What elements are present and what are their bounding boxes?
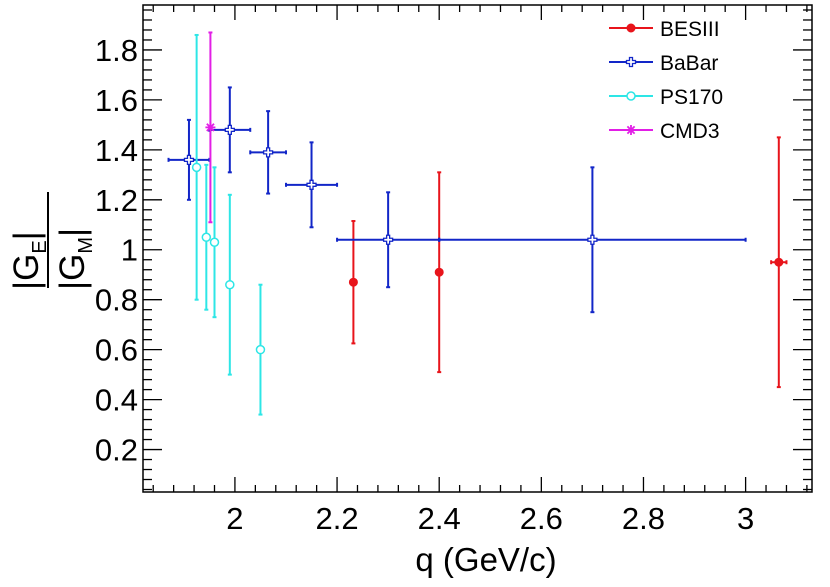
y-tick-label: 1.8 — [95, 33, 138, 68]
series-ps170 — [191, 33, 266, 416]
y-tick-label: 0.2 — [95, 433, 138, 468]
ps170-marker — [255, 344, 266, 355]
babar-marker — [587, 234, 598, 245]
babar-marker — [306, 179, 317, 190]
data-points — [167, 31, 788, 416]
y-axis-numerator-main: |G — [7, 254, 46, 290]
ps170-point — [201, 163, 212, 311]
y-axis-numerator: |GE| — [7, 231, 51, 290]
y-tick-label: 1.2 — [95, 183, 138, 218]
legend-label-ps170: PS170 — [660, 86, 723, 109]
babar-point — [284, 141, 339, 229]
besiii-point — [434, 171, 444, 374]
y-axis-denominator: |GM| — [53, 228, 97, 290]
besiii-marker — [348, 277, 358, 287]
legend-label-besiii: BESIII — [660, 18, 720, 41]
y-axis-denominator-end: | — [53, 228, 92, 237]
babar-point — [438, 166, 747, 314]
legend-marker-ps170 — [626, 91, 636, 101]
legend-item-cmd3: CMD3 — [609, 120, 720, 143]
ps170-marker — [225, 279, 235, 290]
y-axis-denominator-main: |G — [53, 254, 92, 290]
legend-marker-babar — [625, 56, 637, 68]
legend-marker-cmd3 — [626, 125, 636, 135]
babar-point — [167, 118, 211, 201]
tick-labels: 2 2.2 2.4 2.6 2.8 3 0.2 0.4 0.6 0.8 1 1.2 1.4 1.6 1.8 — [95, 33, 754, 536]
y-tick-label: 1.6 — [95, 83, 138, 118]
x-tick-label: 3 — [737, 501, 754, 536]
y-axis-numerator-end: | — [7, 231, 46, 240]
y-tick-label: 0.4 — [95, 383, 138, 418]
series-cmd3 — [205, 31, 216, 224]
x-tick-label: 2.6 — [520, 501, 563, 536]
axes — [142, 4, 813, 493]
x-tick-label: 2.4 — [418, 501, 461, 536]
ps170-marker — [191, 162, 202, 173]
x-tick-label: 2.2 — [316, 501, 359, 536]
x-axis-title: q (GeV/c) — [415, 541, 556, 578]
cmd3-marker — [205, 122, 216, 133]
cmd3-point — [205, 31, 216, 224]
ps170-marker — [201, 232, 212, 243]
ps170-marker — [209, 237, 220, 248]
babar-marker — [224, 124, 235, 136]
y-tick-label: 1 — [121, 233, 138, 268]
besiii-marker — [434, 267, 444, 277]
babar-marker — [382, 234, 394, 245]
legend-item-ps170: PS170 — [609, 86, 723, 109]
babar-marker — [262, 147, 274, 158]
legend: BESIII BaBar PS170 CMD3 — [609, 18, 723, 143]
plot-frame — [142, 4, 813, 493]
ps170-point — [191, 33, 202, 301]
besiii-point — [348, 220, 358, 345]
legend-marker-besiii — [626, 23, 636, 33]
legend-item-besiii: BESIII — [609, 18, 720, 41]
legend-item-babar: BaBar — [609, 52, 718, 75]
y-axis-denominator-sub: M — [75, 237, 97, 254]
ticks — [143, 5, 812, 492]
babar-point — [208, 86, 252, 174]
series-babar — [167, 86, 747, 314]
besiii-point — [770, 136, 788, 389]
legend-label-cmd3: CMD3 — [660, 120, 720, 143]
y-axis-numerator-sub: E — [29, 240, 51, 253]
besiii-marker — [774, 257, 784, 267]
y-tick-label: 0.6 — [95, 333, 138, 368]
x-tick-label: 2.8 — [622, 501, 665, 536]
ps170-point — [255, 283, 266, 416]
ps170-point — [225, 193, 235, 376]
y-tick-label: 0.8 — [95, 283, 138, 318]
ps170-point — [209, 166, 220, 319]
babar-point — [249, 110, 287, 195]
y-tick-label: 1.4 — [95, 133, 138, 168]
babar-point — [336, 191, 441, 289]
x-tick-label: 2 — [226, 501, 243, 536]
legend-label-babar: BaBar — [660, 52, 718, 75]
series-besiii — [348, 136, 788, 389]
babar-marker — [183, 154, 195, 165]
asterisk-stroke — [206, 123, 215, 132]
asterisk-stroke — [626, 125, 636, 135]
y-axis-title: |GE| |GM| — [7, 192, 97, 290]
